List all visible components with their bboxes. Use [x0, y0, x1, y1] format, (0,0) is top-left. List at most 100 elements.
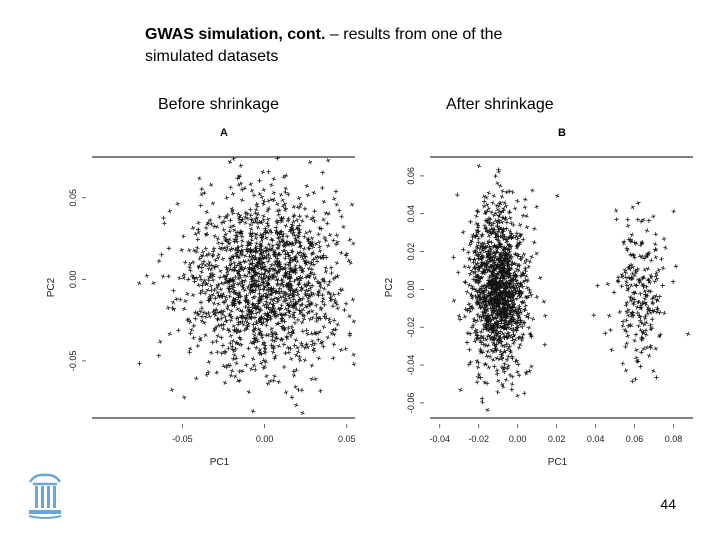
data-point [663, 245, 668, 250]
data-point [482, 380, 487, 385]
data-point [304, 183, 309, 189]
data-point [223, 274, 228, 279]
data-point [510, 189, 515, 195]
data-point [255, 220, 261, 226]
data-point [484, 381, 490, 386]
data-point [228, 218, 233, 223]
data-point [329, 270, 334, 276]
data-point [204, 209, 209, 215]
university-logo-icon [28, 473, 62, 519]
data-point [541, 299, 546, 304]
data-point [227, 289, 232, 294]
data-point [171, 307, 177, 312]
data-point [293, 263, 298, 269]
data-point [210, 201, 216, 206]
data-point [279, 337, 285, 342]
data-point [160, 274, 166, 279]
data-point [260, 280, 265, 285]
data-point [234, 361, 239, 366]
data-point [293, 240, 298, 246]
data-point [307, 316, 313, 322]
data-point [245, 307, 251, 312]
data-point [486, 365, 492, 370]
data-point [653, 241, 658, 247]
data-point [481, 204, 487, 209]
data-point [213, 257, 218, 263]
data-point [246, 346, 251, 351]
data-point [273, 353, 278, 359]
data-point [504, 357, 510, 363]
data-point [265, 221, 270, 226]
data-point [642, 267, 647, 272]
data-point [534, 204, 539, 209]
data-point [304, 230, 309, 235]
data-point [302, 358, 308, 363]
data-point [288, 258, 293, 263]
data-point [219, 335, 224, 340]
data-point [263, 291, 268, 297]
data-point [253, 367, 258, 373]
data-point [220, 326, 226, 332]
data-point [320, 299, 325, 304]
caption-before-shrinkage: Before shrinkage [158, 96, 279, 113]
data-point [283, 207, 288, 213]
data-point [194, 249, 199, 254]
data-point [194, 276, 200, 281]
data-point [263, 248, 269, 253]
data-point [236, 378, 241, 384]
data-point [287, 314, 292, 319]
data-point [244, 247, 249, 252]
data-point [171, 288, 176, 293]
data-point [215, 316, 220, 322]
data-point [515, 362, 521, 367]
data-point [623, 270, 628, 276]
data-point [277, 286, 282, 291]
data-point [487, 354, 493, 360]
data-point [208, 283, 214, 289]
data-point [238, 251, 243, 256]
data-point [634, 347, 639, 353]
data-point [278, 192, 284, 197]
data-point [282, 290, 288, 296]
data-point [256, 270, 261, 276]
data-point [298, 311, 303, 316]
data-point [313, 376, 318, 382]
data-point [468, 219, 473, 225]
data-point [270, 349, 276, 355]
data-point [249, 218, 254, 223]
data-point [266, 216, 271, 222]
data-point [188, 268, 193, 273]
data-point [321, 199, 327, 204]
data-point [227, 159, 233, 165]
data-point [225, 269, 230, 274]
data-point [252, 248, 257, 253]
data-point [312, 218, 317, 224]
data-point [629, 232, 635, 238]
data-point [242, 278, 248, 284]
data-point [156, 258, 162, 264]
data-point [291, 330, 296, 335]
data-point [490, 200, 495, 206]
data-point [275, 201, 280, 207]
data-point [232, 267, 237, 273]
data-point [230, 191, 236, 197]
data-point [202, 320, 207, 325]
data-point [515, 393, 520, 398]
data-point [529, 254, 534, 260]
data-point [261, 260, 266, 266]
data-point [314, 302, 319, 308]
data-point [253, 211, 258, 216]
data-point [524, 224, 530, 230]
data-point [652, 247, 658, 253]
data-point [215, 290, 220, 295]
data-point [518, 222, 523, 228]
data-point [264, 305, 269, 310]
data-point [311, 257, 316, 262]
data-point [331, 318, 337, 323]
data-point [625, 223, 631, 229]
data-point [233, 356, 239, 361]
data-point [204, 281, 210, 287]
data-point [281, 215, 286, 221]
data-point [218, 287, 224, 292]
